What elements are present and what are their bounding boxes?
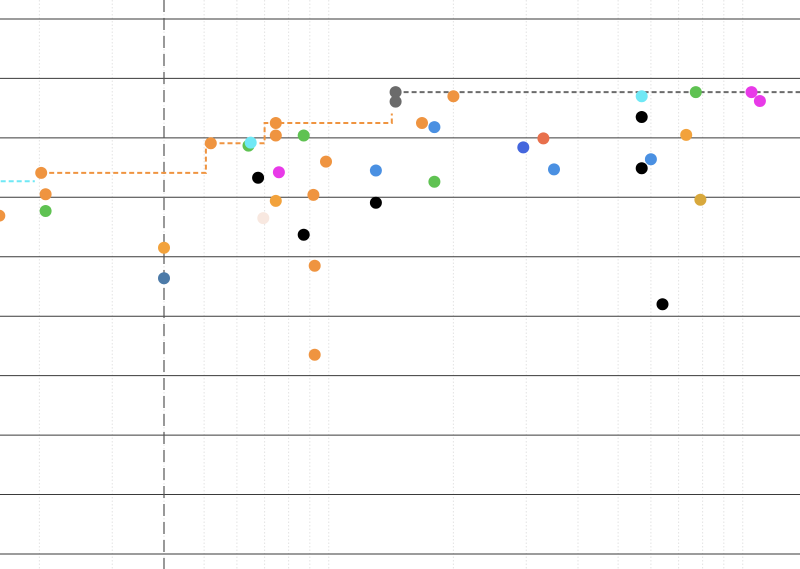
data-point [416,117,428,129]
data-point [308,259,321,272]
data-point [517,141,530,154]
data-point [369,164,382,177]
data-point [320,155,332,168]
data-point [272,166,285,179]
data-point [428,175,441,188]
data-points [0,86,766,361]
data-point [428,121,441,134]
data-point [753,95,766,107]
data-point [269,194,282,207]
data-point [269,117,282,129]
data-point [389,95,402,108]
data-point [307,188,320,201]
data-point [537,132,550,145]
data-point [745,86,758,99]
data-point [244,136,257,149]
data-point [0,209,6,222]
major-y-grid [0,18,800,555]
data-point [680,128,693,141]
data-point [656,298,669,311]
data-point [297,129,310,142]
data-point [252,171,265,184]
step-lines [0,91,800,183]
minor-x-grid [38,0,744,569]
data-point [35,166,48,179]
data-point [269,129,282,142]
data-point [308,348,321,361]
data-point [694,193,707,206]
data-point [447,90,460,103]
data-point [689,86,702,99]
data-point [39,205,52,217]
data-point [635,111,648,123]
data-point [548,163,560,176]
data-point [389,86,402,99]
reference-lines [163,0,165,569]
data-point [158,241,170,254]
data-point [369,196,382,209]
step-line [41,113,393,174]
data-point [39,188,52,201]
data-point [158,272,170,285]
data-point [635,90,648,103]
data-point [257,212,270,225]
data-point [635,162,648,175]
data-point [297,228,310,241]
data-point [644,153,657,166]
data-point [204,137,217,150]
